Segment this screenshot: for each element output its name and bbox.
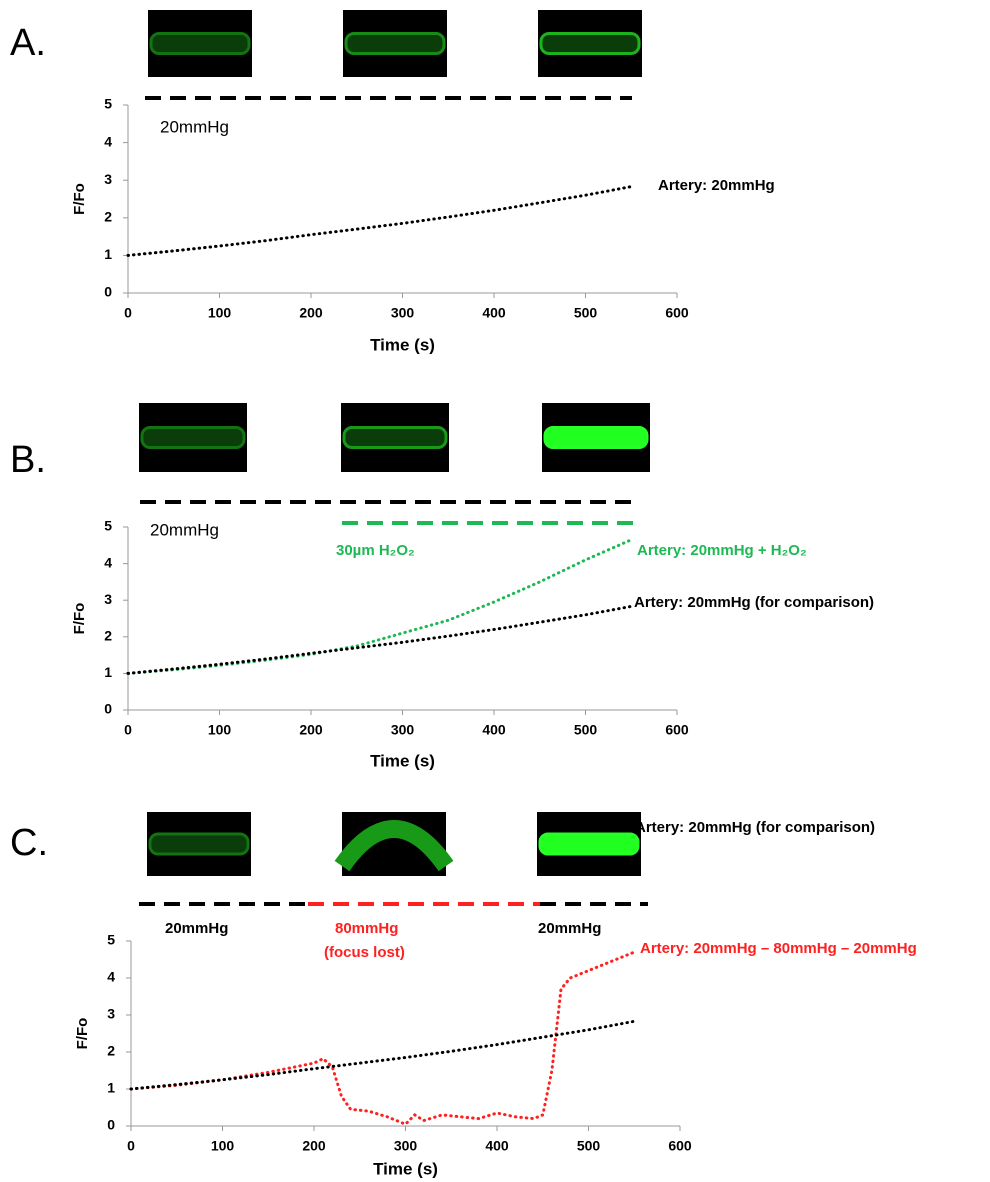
series-line <box>128 187 631 256</box>
panel-label: A. <box>10 22 46 64</box>
series-label: Artery: 20mmHg <box>658 177 775 194</box>
x-tick-label: 200 <box>299 722 323 738</box>
x-tick-label: 500 <box>577 1138 601 1154</box>
x-tick-label: 400 <box>485 1138 509 1154</box>
x-tick-label: 0 <box>124 722 132 738</box>
x-tick-label: 200 <box>302 1138 326 1154</box>
x-tick-label: 600 <box>665 722 689 738</box>
y-tick-label: 2 <box>107 1043 115 1059</box>
x-tick-label: 500 <box>574 305 598 321</box>
series-label: Artery: 20mmHg (for comparison) <box>635 819 875 836</box>
artery-image <box>151 34 249 54</box>
x-tick-label: 0 <box>127 1138 135 1154</box>
panel: B. 20mmHg 30µm H₂O₂ 0 1 2 3 4 5 0 100 200 300 400 500 6… <box>10 403 874 770</box>
artery-image <box>545 428 647 448</box>
y-tick-label: 5 <box>104 96 112 112</box>
x-tick-label: 400 <box>482 722 506 738</box>
artery-image <box>150 834 248 854</box>
y-tick-label: 2 <box>104 628 112 644</box>
panel: C. 20mmHg 80mmHg (focus lost) 20mmHg 0 1 2 3 4 5 0 1… <box>10 812 917 1178</box>
panel-label: C. <box>10 822 48 864</box>
y-tick-label: 0 <box>107 1117 115 1133</box>
x-tick-label: 200 <box>299 305 323 321</box>
annotation: 20mmHg <box>160 117 229 136</box>
y-tick-label: 1 <box>104 246 112 262</box>
x-tick-label: 300 <box>391 305 415 321</box>
x-tick-label: 100 <box>208 722 232 738</box>
annotation: 20mmHg <box>165 920 228 937</box>
x-axis-title: Time (s) <box>370 335 435 354</box>
x-axis-title: Time (s) <box>373 1159 438 1178</box>
figure: A.20mmHg0123450100200300400500600Time (s… <box>0 0 990 1182</box>
artery-image <box>346 34 444 54</box>
x-tick-label: 300 <box>391 722 415 738</box>
y-tick-label: 0 <box>104 701 112 717</box>
artery-image <box>344 428 446 448</box>
x-tick-label: 600 <box>668 1138 692 1154</box>
series-label: Artery: 20mmHg (for comparison) <box>634 594 874 611</box>
x-tick-label: 400 <box>482 305 506 321</box>
artery-image <box>541 34 639 54</box>
x-tick-label: 100 <box>208 305 232 321</box>
y-axis-title: F/Fo <box>74 1018 91 1050</box>
annotation: 80mmHg <box>335 920 398 937</box>
y-tick-label: 5 <box>104 518 112 534</box>
x-tick-label: 0 <box>124 305 132 321</box>
annotation: 20mmHg <box>150 520 219 539</box>
y-tick-label: 1 <box>104 664 112 680</box>
artery-image <box>142 428 244 448</box>
y-axis-title: F/Fo <box>71 603 88 635</box>
artery-image <box>540 834 638 854</box>
y-tick-label: 2 <box>104 209 112 225</box>
y-tick-label: 5 <box>107 932 115 948</box>
y-tick-label: 3 <box>104 171 112 187</box>
series-line <box>131 1021 634 1089</box>
y-tick-label: 4 <box>107 969 115 985</box>
y-tick-label: 1 <box>107 1080 115 1096</box>
x-tick-label: 500 <box>574 722 598 738</box>
x-axis-title: Time (s) <box>370 751 435 770</box>
y-tick-label: 4 <box>104 554 112 570</box>
panel: A. 20mmHg 0 1 2 3 4 5 0 100 200 300 400 500 600 Time (s… <box>10 10 775 354</box>
y-tick-label: 3 <box>104 591 112 607</box>
y-tick-label: 4 <box>104 133 112 149</box>
series-label: Artery: 20mmHg – 80mmHg – 20mmHg <box>640 940 917 957</box>
series-line <box>131 952 634 1124</box>
annotation: 30µm H₂O₂ <box>336 542 415 559</box>
annotation: (focus lost) <box>324 944 405 961</box>
panel-label: B. <box>10 439 46 481</box>
y-tick-label: 3 <box>107 1006 115 1022</box>
y-axis-title: F/Fo <box>71 183 88 215</box>
y-tick-label: 0 <box>104 284 112 300</box>
series-label: Artery: 20mmHg + H₂O₂ <box>637 542 807 559</box>
annotation: 20mmHg <box>538 920 601 937</box>
series-line <box>128 540 631 674</box>
x-tick-label: 100 <box>211 1138 235 1154</box>
x-tick-label: 600 <box>665 305 689 321</box>
x-tick-label: 300 <box>394 1138 418 1154</box>
